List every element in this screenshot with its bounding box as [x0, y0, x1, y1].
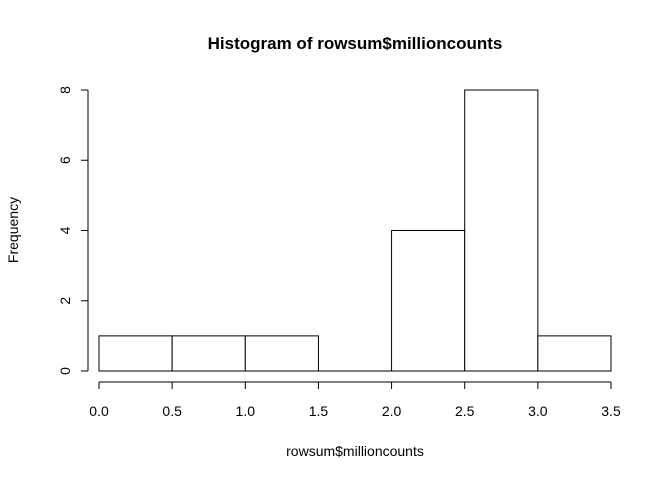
y-tick-label: 2	[57, 297, 73, 305]
y-tick-label: 4	[57, 226, 73, 234]
y-axis-title: Frequency	[5, 197, 21, 263]
x-tick-label: 1.0	[236, 403, 256, 419]
y-axis: 0 2 4 6 8	[57, 86, 89, 375]
x-axis-title: rowsum$millioncounts	[286, 443, 424, 459]
histogram-bar	[244, 335, 319, 372]
y-tick-label: 8	[57, 86, 73, 94]
bars-group	[98, 89, 612, 372]
x-tick-label: 3.5	[601, 403, 621, 419]
histogram-bar	[171, 335, 246, 372]
x-tick-label: 3.0	[528, 403, 548, 419]
histogram-bar	[98, 335, 173, 372]
histogram-bar	[464, 89, 539, 372]
x-tick-label: 0.5	[162, 403, 182, 419]
x-tick-label: 2.5	[455, 403, 475, 419]
histogram-bar	[391, 230, 466, 372]
x-tick-label: 1.5	[309, 403, 329, 419]
chart-title: Histogram of rowsum$millioncounts	[208, 34, 503, 53]
x-axis: 0.0 0.5 1.0 1.5 2.0 2.5 3.0 3.5	[89, 381, 621, 419]
x-tick-label: 2.0	[382, 403, 402, 419]
x-tick-label: 0.0	[89, 403, 109, 419]
y-tick-label: 6	[57, 156, 73, 164]
y-tick-label: 0	[57, 367, 73, 375]
histogram-bar	[537, 335, 612, 372]
